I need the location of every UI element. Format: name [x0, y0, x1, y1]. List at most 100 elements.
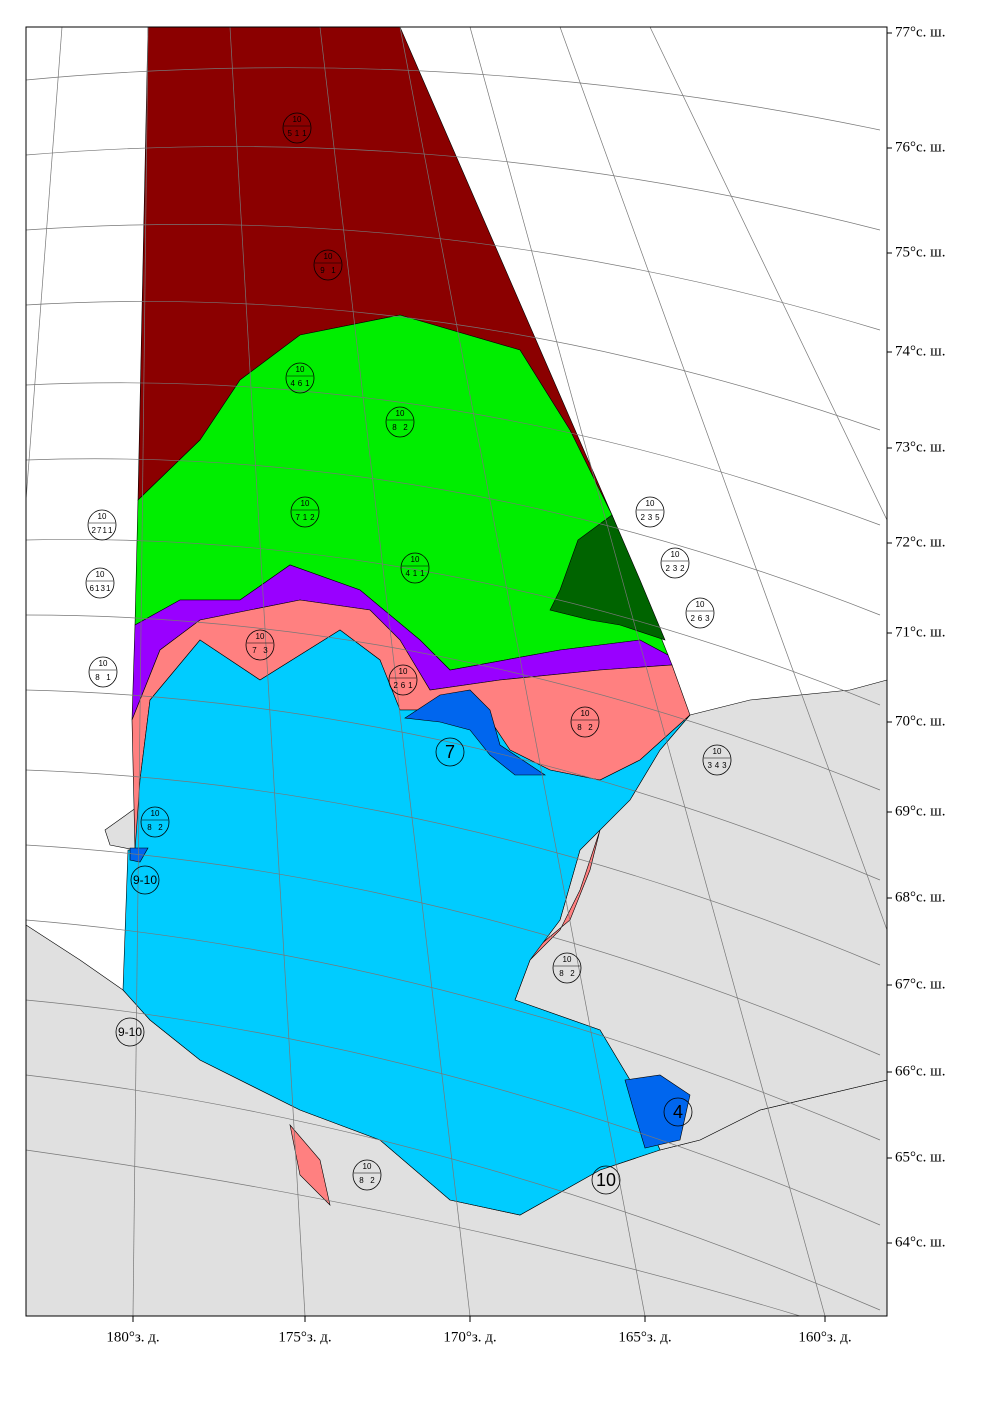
- egg-oval: [388, 664, 418, 696]
- egg-part: 3: [101, 584, 106, 593]
- egg-total: 10: [671, 550, 680, 559]
- ice-zone-pink: [289, 1123, 331, 1206]
- egg-oval: [685, 597, 715, 629]
- egg-part: 1: [295, 129, 300, 138]
- egg-total: 10: [396, 409, 405, 418]
- egg-part: 6: [698, 614, 703, 623]
- egg-code: 102 6 1: [388, 664, 418, 696]
- egg-part: 8: [559, 969, 564, 978]
- egg-part: 9: [320, 266, 325, 275]
- open-water: [122, 629, 691, 1216]
- egg-code: 10 8 2: [140, 806, 170, 838]
- number-oval: [115, 1017, 145, 1047]
- lat-label: 71°с. ш.: [895, 624, 945, 640]
- egg-total: 10: [296, 365, 305, 374]
- egg-code: 103 4 3: [702, 744, 732, 776]
- egg-part: 1: [106, 584, 111, 593]
- egg-part: 2: [570, 969, 575, 978]
- number-label: 10: [596, 1170, 616, 1190]
- lat-label: 66°с. ш.: [895, 1063, 945, 1079]
- egg-code: 10 9 1: [313, 249, 343, 281]
- lat-label: 77°с. ш.: [895, 24, 945, 40]
- egg-part: 3: [707, 761, 712, 770]
- lon-label: 165°з. д.: [618, 1329, 671, 1345]
- egg-oval: [702, 744, 732, 776]
- egg-code: 106 1 3 1: [85, 567, 115, 599]
- lon-label: 175°з. д.: [278, 1329, 331, 1345]
- egg-oval: [140, 806, 170, 838]
- egg-code: 102 6 3: [685, 597, 715, 629]
- egg-part: 1: [408, 681, 413, 690]
- egg-part: 2: [393, 681, 398, 690]
- egg-part: 1: [420, 569, 425, 578]
- lon-label: 170°з. д.: [443, 1329, 496, 1345]
- egg-code: 10 7 3: [245, 629, 275, 661]
- egg-total: 10: [399, 667, 408, 676]
- egg-total: 10: [411, 555, 420, 564]
- egg-total: 10: [363, 1162, 372, 1171]
- map-frame-content: [25, 26, 888, 1317]
- egg-part: 7: [295, 513, 300, 522]
- egg-oval: [87, 509, 117, 541]
- egg-total: 10: [713, 747, 722, 756]
- egg-total: 10: [581, 709, 590, 718]
- egg-part: 4: [290, 379, 295, 388]
- egg-part: 3: [263, 646, 268, 655]
- egg-oval: [352, 1159, 382, 1191]
- number-label: 7: [445, 742, 455, 762]
- egg-oval: [635, 496, 665, 528]
- labels: 77°с. ш. 76°с. ш. 75°с. ш. 74°с. ш. 73°с. ш.…: [85, 24, 945, 1345]
- egg-oval: [85, 567, 115, 599]
- egg-code: 10 8 2: [552, 952, 582, 984]
- egg-oval: [285, 362, 315, 394]
- egg-code: 104 6 1: [285, 362, 315, 394]
- lat-label: 69°с. ш.: [895, 803, 945, 819]
- egg-part: 3: [673, 564, 678, 573]
- egg-total: 10: [256, 632, 265, 641]
- lat-label: 74°с. ш.: [895, 343, 945, 359]
- egg-total: 10: [301, 499, 310, 508]
- lat-label: 68°с. ш.: [895, 889, 945, 905]
- lat-label: 64°с. ш.: [895, 1234, 945, 1250]
- ice-zone-blue: [129, 847, 149, 863]
- egg-part: 8: [359, 1176, 364, 1185]
- number-oval: [591, 1165, 621, 1195]
- egg-oval: [290, 496, 320, 528]
- egg-oval: [88, 656, 118, 688]
- egg-part: 1: [305, 379, 310, 388]
- number-oval: [663, 1097, 693, 1127]
- egg-total: 10: [99, 659, 108, 668]
- egg-part: 2: [310, 513, 315, 522]
- lat-label: 67°с. ш.: [895, 976, 945, 992]
- egg-part: 2: [370, 1176, 375, 1185]
- egg-code: 102 3 5: [635, 496, 665, 528]
- egg-total: 10: [696, 600, 705, 609]
- egg-code: 10 8 2: [570, 706, 600, 738]
- egg-oval: [245, 629, 275, 661]
- egg-code: 104 1 1: [400, 552, 430, 584]
- egg-part: 2: [680, 564, 685, 573]
- egg-part: 3: [648, 513, 653, 522]
- egg-total: 10: [563, 955, 572, 964]
- egg-code: 107 1 2: [290, 496, 320, 528]
- map-frame: [25, 26, 888, 1317]
- lon-label: 180°з. д.: [106, 1329, 159, 1345]
- lat-label: 65°с. ш.: [895, 1149, 945, 1165]
- egg-total: 10: [96, 570, 105, 579]
- egg-code: 10 8 1: [88, 656, 118, 688]
- egg-code: 10 8 2: [352, 1159, 382, 1191]
- egg-part: 1: [106, 673, 111, 682]
- egg-part: 5: [287, 129, 292, 138]
- egg-part: 1: [302, 129, 307, 138]
- egg-part: 6: [90, 584, 95, 593]
- egg-oval: [400, 552, 430, 584]
- egg-part: 7: [252, 646, 257, 655]
- egg-part: 1: [103, 526, 108, 535]
- egg-part: 1: [331, 266, 336, 275]
- egg-part: 1: [303, 513, 308, 522]
- egg-code: 105 1 1: [282, 112, 312, 144]
- egg-part: 5: [655, 513, 660, 522]
- ice-zone-darkgreen: [549, 514, 666, 641]
- egg-oval: [282, 112, 312, 144]
